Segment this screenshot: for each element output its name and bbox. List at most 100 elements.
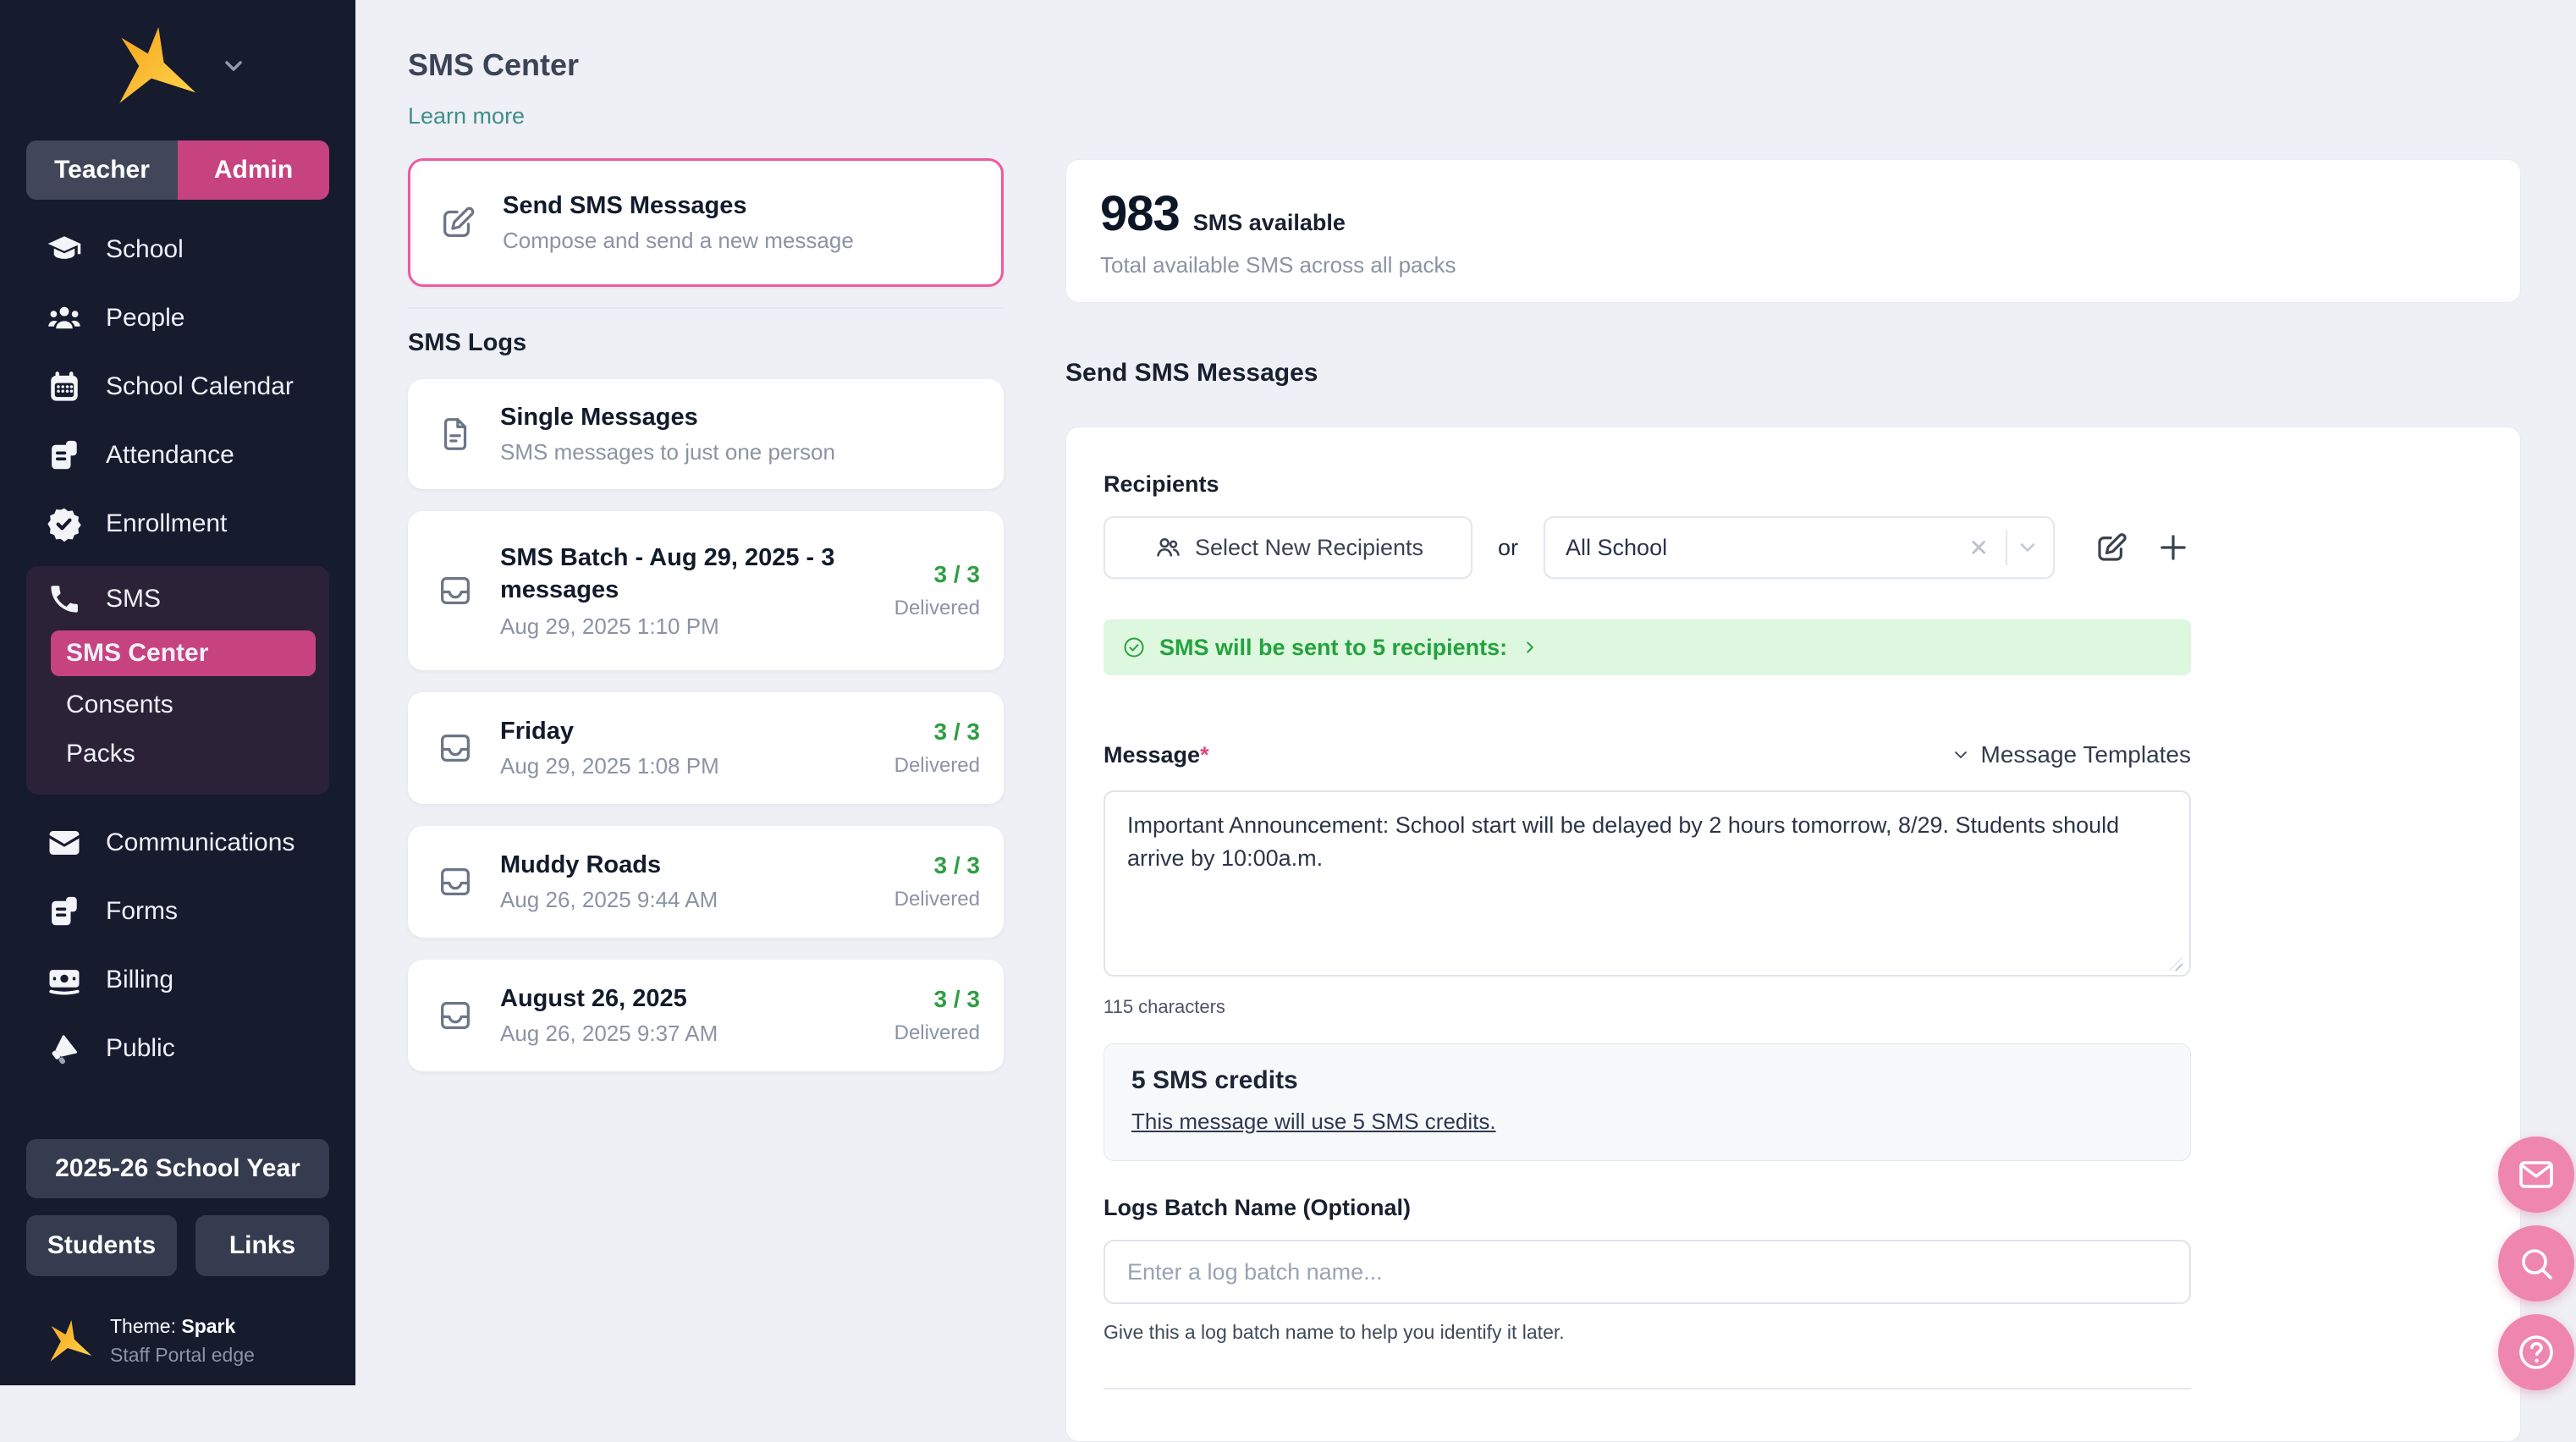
banner-text: SMS will be sent to 5 recipients: <box>1159 634 1508 660</box>
sms-available-card: 983 SMS available Total available SMS ac… <box>1065 159 2521 303</box>
search-icon <box>2522 1249 2552 1280</box>
required-asterisk: * <box>1200 741 1209 768</box>
right-column: 983 SMS available Total available SMS ac… <box>1065 159 2521 1442</box>
sms-logs-heading: SMS Logs <box>408 329 527 356</box>
links-button[interactable]: Links <box>195 1215 329 1276</box>
sidebar-nav: School People <box>0 223 355 1091</box>
log-status: 3 / 3 Delivered <box>894 718 980 778</box>
sidebar-subitem-sms-center[interactable]: SMS Center <box>51 630 316 676</box>
log-card-august-26[interactable]: August 26, 2025 Aug 26, 2025 9:37 AM 3 /… <box>408 960 1004 1071</box>
sidebar-item-label: Communications <box>106 828 295 856</box>
inbox-tray-icon <box>441 576 470 605</box>
add-recipients-button[interactable] <box>2155 530 2191 565</box>
edit-recipients-button[interactable] <box>2094 530 2129 565</box>
logo-row <box>0 25 355 107</box>
sidebar-item-school-calendar[interactable]: School Calendar <box>0 360 355 413</box>
delivered-count: 3 / 3 <box>933 852 980 878</box>
calendar-icon <box>51 372 78 401</box>
envelope-icon <box>49 831 80 855</box>
sidebar-item-public[interactable]: Public <box>0 1022 355 1075</box>
role-toggle: Teacher Admin <box>26 140 329 200</box>
file-icon <box>443 418 467 450</box>
page-title: SMS Center <box>408 47 580 82</box>
theme-row: Theme: Spark Staff Portal edge <box>44 1315 355 1367</box>
sidebar-item-label: Attendance <box>106 441 234 469</box>
sidebar-subitem-consents[interactable]: Consents <box>66 691 173 718</box>
sidebar-bottom-buttons: Students Links <box>26 1215 329 1276</box>
envelope-icon <box>2519 1161 2553 1188</box>
sidebar-item-label: Billing <box>106 966 174 993</box>
sidebar-item-label: SMS <box>106 585 162 613</box>
sidebar-item-communications[interactable]: Communications <box>0 817 355 869</box>
sidebar-item-school[interactable]: School <box>0 223 355 276</box>
recipients-row: Select New Recipients or All School ✕ <box>1104 516 2191 579</box>
inbox-tray-icon <box>441 1001 470 1030</box>
log-status: 3 / 3 Delivered <box>894 852 980 911</box>
clear-selection-icon[interactable]: ✕ <box>1968 534 1990 561</box>
spark-logo-small-icon <box>50 1319 92 1362</box>
recipient-group-select[interactable]: All School ✕ <box>1544 516 2056 579</box>
message-label: Message* <box>1104 741 1209 768</box>
sms-credits-title: 5 SMS credits <box>1131 1066 1298 1094</box>
send-sms-messages-card[interactable]: Send SMS Messages Compose and send a new… <box>408 158 1004 287</box>
learn-more-link[interactable]: Learn more <box>408 103 526 129</box>
message-templates-label: Message Templates <box>1980 741 2192 768</box>
graduation-cap-icon <box>47 236 81 259</box>
or-label: or <box>1498 534 1519 560</box>
message-textarea[interactable]: Important Announcement: School start wil… <box>1104 790 2191 977</box>
teacher-toggle-button[interactable]: Teacher <box>26 140 178 200</box>
sidebar-item-attendance[interactable]: Attendance <box>0 429 355 482</box>
sms-available-label: SMS available <box>1192 210 1346 235</box>
delivered-count: 3 / 3 <box>933 986 980 1012</box>
main-content: SMS Center Learn more Send SMS Messages … <box>355 0 2576 1442</box>
status-badge: Delivered <box>894 597 980 619</box>
sidebar-subitem-packs[interactable]: Packs <box>66 740 135 768</box>
messages-fab-button[interactable] <box>2498 1137 2574 1213</box>
compose-card-title: Send SMS Messages <box>503 191 747 219</box>
recipients-success-banner[interactable]: SMS will be sent to 5 recipients: <box>1104 619 2191 675</box>
select-new-recipients-label: Select New Recipients <box>1194 534 1424 560</box>
inbox-tray-icon <box>441 734 470 762</box>
recipients-label: Recipients <box>1104 471 1219 497</box>
check-circle-icon <box>1124 637 1144 658</box>
sms-credits-note-link[interactable]: This message will use 5 SMS credits. <box>1131 1109 1496 1134</box>
log-card-friday[interactable]: Friday Aug 29, 2025 1:08 PM 3 / 3 Delive… <box>408 692 1004 804</box>
log-card-batch[interactable]: SMS Batch - Aug 29, 2025 - 3 messages Au… <box>408 511 1004 670</box>
log-card-muddy-roads[interactable]: Muddy Roads Aug 26, 2025 9:44 AM 3 / 3 D… <box>408 826 1004 938</box>
sidebar: Teacher Admin School P <box>0 0 355 1385</box>
log-title: Muddy Roads <box>500 850 662 878</box>
sidebar-item-forms[interactable]: Forms <box>0 885 355 938</box>
log-date: Aug 26, 2025 9:37 AM <box>500 1020 718 1046</box>
sidebar-group-sms: SMS SMS Center Consents Packs <box>26 566 329 795</box>
message-templates-toggle[interactable]: Message Templates <box>1951 741 2192 768</box>
sms-available-count: 983 <box>1100 186 1181 241</box>
help-fab-button[interactable] <box>2498 1314 2574 1390</box>
sidebar-item-label: School Calendar <box>106 372 294 400</box>
status-badge: Delivered <box>894 888 980 911</box>
message-row: Message* Message Templates <box>1104 741 2191 768</box>
sidebar-item-enrollment[interactable]: Enrollment <box>0 498 355 550</box>
documents-icon <box>52 440 77 470</box>
sidebar-item-billing[interactable]: Billing <box>0 954 355 1006</box>
school-switcher-chevron-down-icon[interactable] <box>220 52 247 80</box>
divider <box>1104 1388 2191 1390</box>
inbox-tray-icon <box>441 867 470 896</box>
school-year-button[interactable]: 2025-26 School Year <box>26 1139 329 1198</box>
people-icon <box>48 306 80 329</box>
log-card-single-messages[interactable]: Single Messages SMS messages to just one… <box>408 379 1004 489</box>
batch-name-input[interactable] <box>1104 1240 2191 1304</box>
banknote-icon <box>49 970 80 995</box>
chevron-down-icon[interactable] <box>2016 536 2039 559</box>
sidebar-item-people[interactable]: People <box>0 292 355 344</box>
status-badge: Delivered <box>894 754 980 777</box>
pencil-square-icon <box>443 206 475 237</box>
sidebar-item-sms[interactable]: SMS <box>26 573 329 625</box>
select-new-recipients-button[interactable]: Select New Recipients <box>1104 516 1472 579</box>
admin-toggle-button[interactable]: Admin <box>178 140 329 200</box>
chevron-right-icon <box>1527 641 1533 653</box>
log-title: Friday <box>500 717 575 745</box>
log-subtitle: SMS messages to just one person <box>500 438 835 465</box>
students-button[interactable]: Students <box>26 1215 177 1276</box>
sidebar-item-label: Forms <box>106 897 178 925</box>
search-fab-button[interactable] <box>2498 1225 2574 1302</box>
